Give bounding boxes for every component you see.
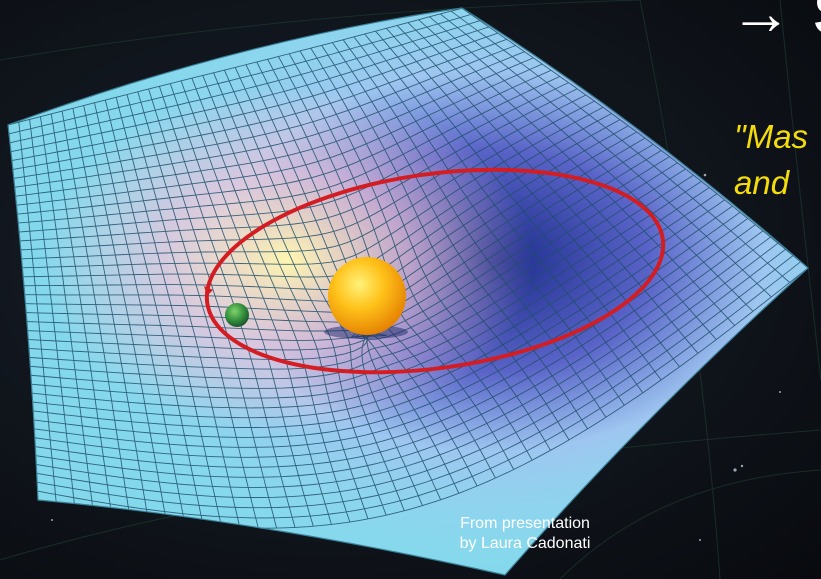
quote-line-1: "Mas <box>734 114 808 160</box>
image-credit: From presentation by Laura Cadonati <box>410 514 640 554</box>
planet-icon <box>225 303 249 327</box>
slide-heading: → S <box>730 0 821 49</box>
quote-text: "Mas and <box>734 114 808 206</box>
credit-line-1: From presentation <box>410 514 640 534</box>
quote-line-2: and <box>734 160 808 206</box>
sun-icon <box>328 257 406 335</box>
credit-line-2: by Laura Cadonati <box>410 534 640 554</box>
